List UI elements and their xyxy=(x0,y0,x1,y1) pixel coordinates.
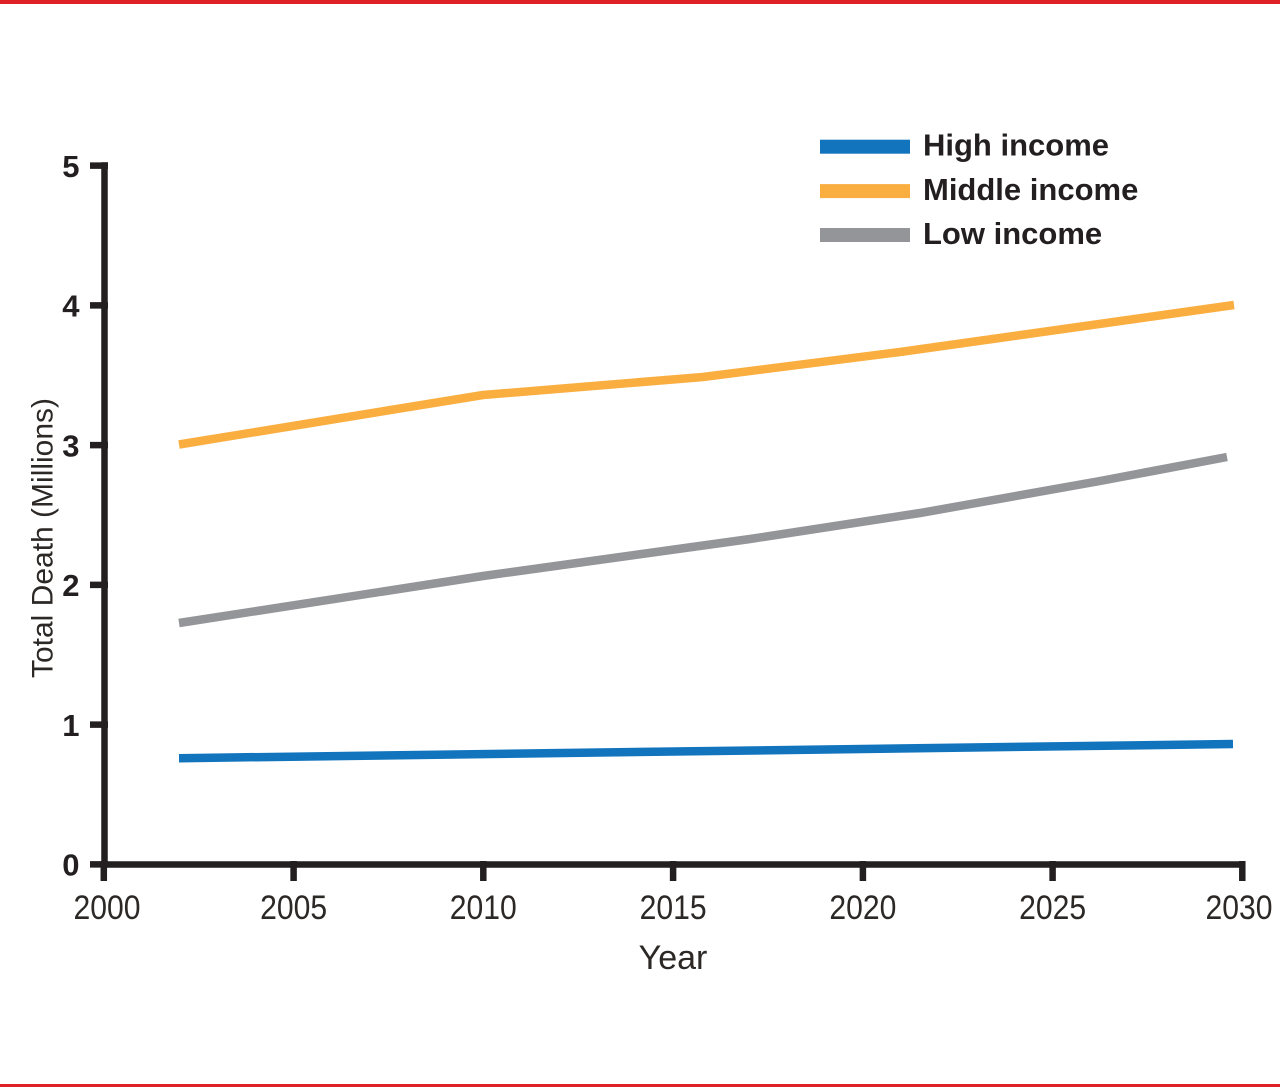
svg-text:2: 2 xyxy=(62,568,79,603)
svg-text:2020: 2020 xyxy=(829,889,896,927)
svg-text:2005: 2005 xyxy=(260,889,327,927)
svg-text:Middle income: Middle income xyxy=(923,172,1138,207)
svg-text:Low income: Low income xyxy=(923,216,1102,251)
svg-text:2030: 2030 xyxy=(1206,889,1273,927)
svg-text:1: 1 xyxy=(62,708,79,743)
svg-text:3: 3 xyxy=(62,428,79,463)
svg-text:2010: 2010 xyxy=(450,889,517,927)
svg-text:2015: 2015 xyxy=(640,889,707,927)
svg-text:0: 0 xyxy=(62,848,79,883)
svg-text:2000: 2000 xyxy=(74,889,141,927)
svg-text:Year: Year xyxy=(639,939,708,977)
svg-text:2025: 2025 xyxy=(1019,889,1086,927)
svg-text:5: 5 xyxy=(62,149,79,184)
svg-text:Total Death (Millions): Total Death (Millions) xyxy=(26,398,59,678)
svg-text:4: 4 xyxy=(62,289,80,324)
svg-text:High income: High income xyxy=(923,128,1109,163)
